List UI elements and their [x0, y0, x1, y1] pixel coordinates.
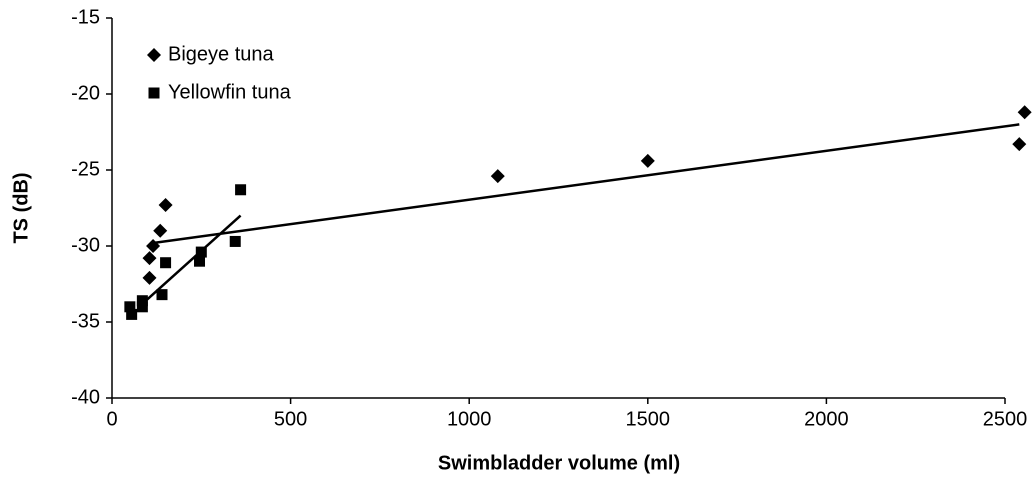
square-marker — [194, 255, 206, 267]
diamond-marker — [1017, 105, 1032, 120]
diamond-marker — [158, 197, 173, 212]
x-tick-label: 1000 — [447, 408, 492, 430]
x-tick-label: 2500 — [983, 408, 1028, 430]
square-marker — [148, 87, 160, 99]
diamond-marker — [142, 251, 157, 266]
diamond-marker — [153, 223, 168, 238]
square-marker — [136, 301, 148, 313]
square-marker — [126, 308, 138, 320]
diamond-marker — [490, 169, 505, 184]
diamond-marker — [142, 270, 157, 285]
x-tick-label: 0 — [106, 408, 117, 430]
y-tick-label: -35 — [71, 310, 100, 332]
x-tick-label: 1500 — [626, 408, 671, 430]
x-axis-label: Swimbladder volume (ml) — [438, 452, 680, 474]
square-marker — [229, 235, 241, 247]
y-tick-label: -30 — [71, 234, 100, 256]
square-marker — [124, 301, 136, 313]
diamond-marker — [147, 48, 161, 62]
trend-line — [141, 214, 242, 305]
square-marker — [136, 295, 148, 307]
legend-label: Yellowfin tuna — [168, 81, 292, 103]
y-tick-label: -15 — [71, 6, 100, 28]
diamond-marker — [1012, 137, 1027, 152]
square-marker — [160, 257, 172, 269]
x-tick-label: 2000 — [804, 408, 849, 430]
diamond-marker — [640, 153, 655, 168]
y-tick-label: -40 — [71, 386, 100, 408]
diamond-marker — [146, 239, 161, 253]
y-tick-label: -25 — [71, 158, 100, 180]
legend-label: Bigeye tuna — [168, 43, 275, 65]
x-tick-label: 500 — [274, 408, 307, 430]
square-marker — [156, 289, 168, 301]
y-axis-label: TS (dB) — [10, 172, 32, 243]
square-marker — [235, 184, 247, 196]
square-marker — [195, 246, 207, 258]
trend-line — [152, 123, 1020, 245]
y-tick-label: -20 — [71, 82, 100, 104]
